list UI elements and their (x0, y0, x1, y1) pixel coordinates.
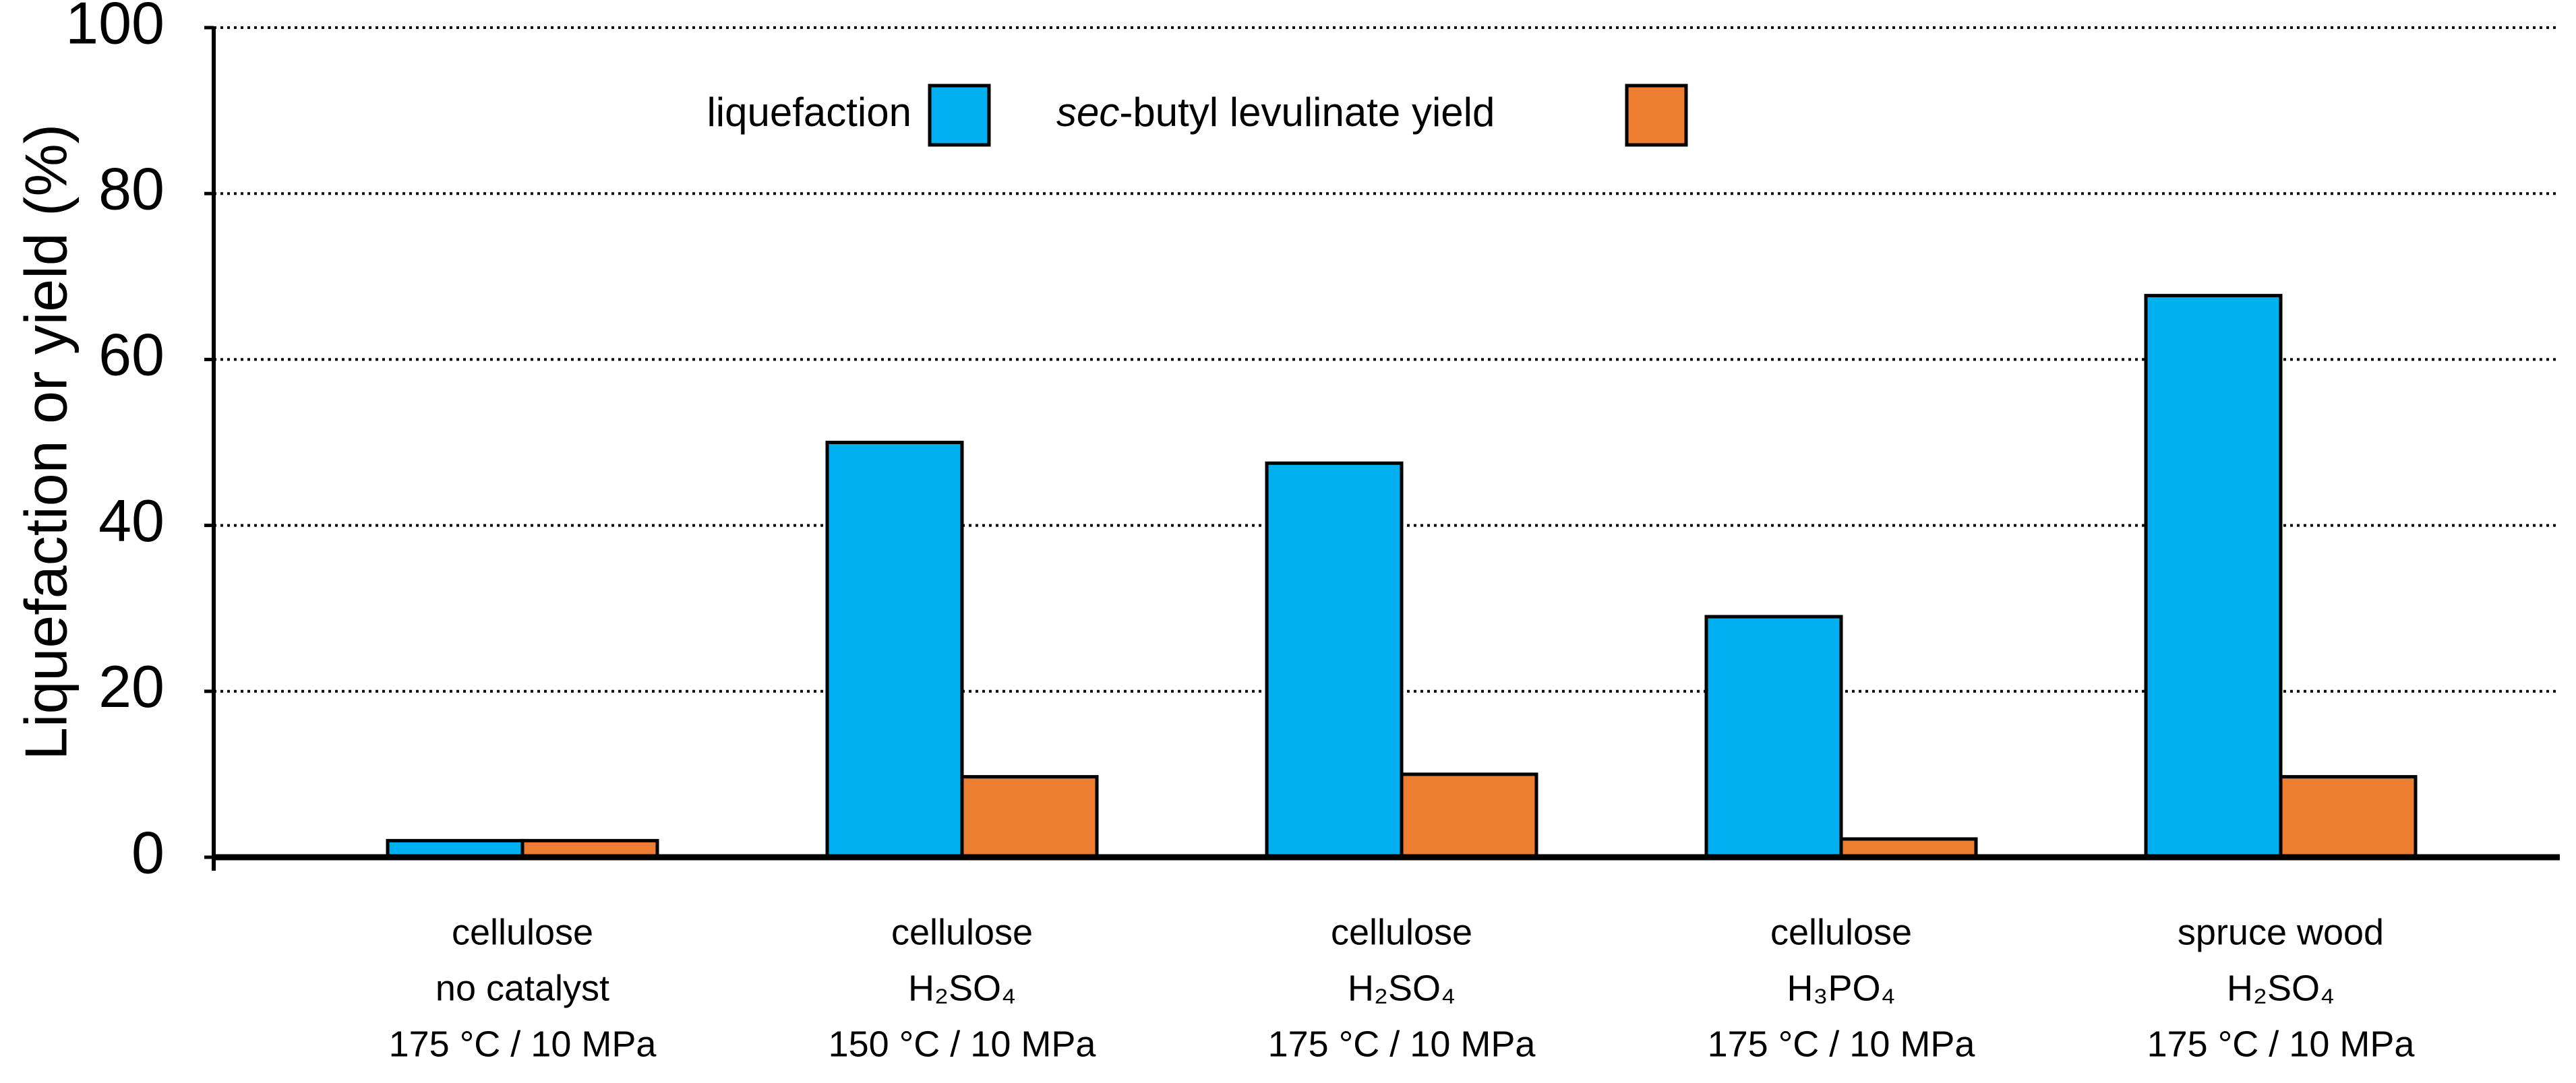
y-tick-label: 0 (131, 819, 164, 886)
x-tick-label: no catalyst (436, 968, 609, 1008)
legend-swatch (1625, 84, 1688, 147)
bar (960, 775, 1099, 859)
x-tick-label: cellulose (1331, 912, 1472, 952)
y-axis-label: Liquefaction or yield (%) (12, 124, 79, 760)
x-tick-label: 175 °C / 10 MPa (2147, 1024, 2416, 1064)
x-tick-label: 175 °C / 10 MPa (1708, 1024, 1976, 1064)
x-tick-label: cellulose (891, 912, 1033, 952)
y-tick-label: 80 (98, 155, 164, 222)
x-tick-label: cellulose (1770, 912, 1912, 952)
y-tick-label: 40 (98, 487, 164, 554)
y-tick-label: 20 (98, 653, 164, 720)
x-tick-label: 150 °C / 10 MPa (829, 1024, 1097, 1064)
x-tick-label: 175 °C / 10 MPa (389, 1024, 657, 1064)
legend-label: sec-butyl levulinate yield (1056, 90, 1495, 135)
x-tick-label: H₂SO₄ (908, 968, 1016, 1008)
bar (2279, 775, 2418, 859)
bar (1265, 461, 1404, 859)
x-tick-label: cellulose (452, 912, 593, 952)
bar (2144, 294, 2283, 859)
bar (1839, 837, 1978, 859)
x-tick-label: H₂SO₄ (2227, 968, 2335, 1008)
bar (1704, 615, 1843, 859)
x-tick-label: H₃PO₄ (1787, 968, 1895, 1008)
y-tick-label: 60 (98, 321, 164, 388)
legend-label: liquefaction (707, 90, 911, 135)
x-tick-label: spruce wood (2178, 912, 2384, 952)
bar (825, 441, 964, 859)
y-tick-label: 100 (65, 0, 164, 56)
legend-swatch (928, 84, 991, 147)
bar (1400, 772, 1538, 859)
x-tick-label: 175 °C / 10 MPa (1268, 1024, 1536, 1064)
x-tick-label: H₂SO₄ (1348, 968, 1456, 1008)
